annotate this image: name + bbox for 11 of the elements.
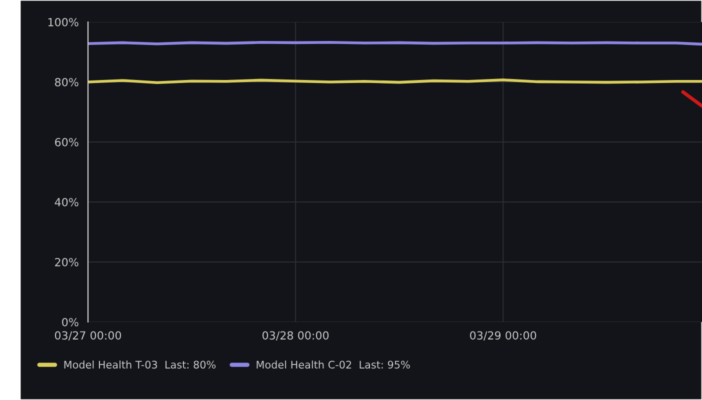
y-tick-label: 0% (62, 318, 78, 326)
y-tick-label: 20% (55, 258, 78, 266)
y-tick-label: 100% (48, 18, 78, 26)
x-tick-label: 03/29 00:00 (470, 331, 536, 340)
legend-label: Model Health C-02 Last: 95% (256, 360, 410, 369)
x-tick-label: 03/27 00:00 (54, 331, 122, 340)
y-tick-label: 60% (55, 138, 78, 146)
x-tick-label: 03/28 00:00 (262, 331, 329, 340)
y-tick-label: 80% (55, 78, 78, 86)
y-tick-label: 40% (54, 198, 78, 206)
legend-label: Model Health T-03 Last: 80% (64, 360, 216, 369)
